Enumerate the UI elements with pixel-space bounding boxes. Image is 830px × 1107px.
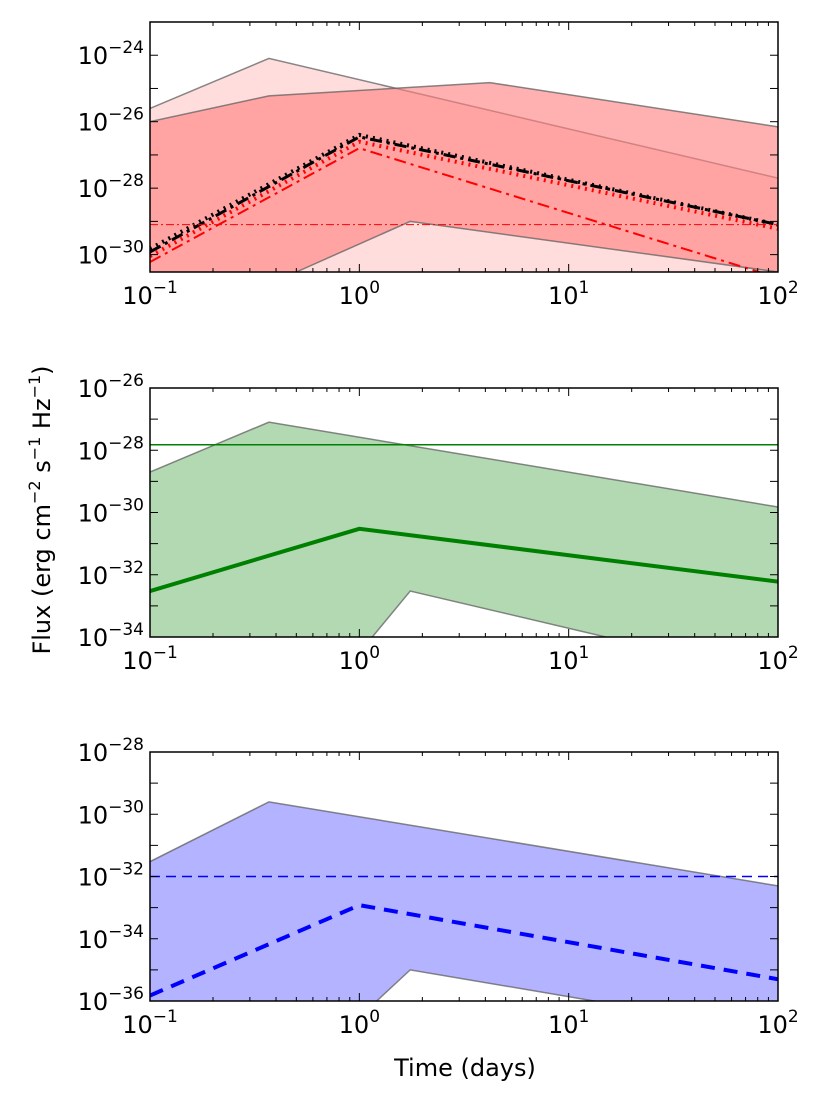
x-tick-label: 101: [548, 1007, 589, 1039]
y-tick-label: 10−32: [78, 860, 144, 892]
y-tick-label: 10−34: [78, 620, 144, 652]
x-tick-label: 10−1: [122, 1007, 178, 1039]
series-red-dotted: [150, 139, 778, 258]
y-axis-title: Flux (erg cm−2 s−1 Hz−1): [25, 365, 56, 654]
series-blue-dashed-thick: [150, 903, 778, 998]
y-tick-label: 10−34: [78, 922, 144, 954]
x-axis-title: Time (days): [393, 1054, 536, 1082]
band-lower-edge: [293, 220, 778, 272]
x-tick-label: 101: [548, 643, 589, 675]
y-tick-label: 10−28: [78, 433, 144, 465]
band-lower-edge: [371, 590, 610, 637]
series-black-dotted: [150, 132, 778, 251]
x-tick-label: 102: [757, 1007, 798, 1039]
panel-top: 10−1 100 101 102 10−30 10−28 10−26 10−24: [78, 21, 799, 354]
panel-bottom: 10−1 100 101 102 10−36 10−34 10−32 10−30 10−28: [78, 735, 799, 1039]
y-tick-label: 10−30: [78, 238, 144, 270]
series-green-solid-thick: [150, 526, 778, 593]
y-tick-label: 10−26: [78, 105, 144, 137]
y-tick-label: 10−36: [78, 984, 144, 1016]
y-tick-label: 10−30: [78, 496, 144, 528]
y-tick-label: 10−30: [78, 797, 144, 829]
x-tick-label: 102: [757, 643, 798, 675]
band-green-band: [150, 422, 778, 637]
series-black-dash-dot: [150, 135, 778, 254]
y-tick-label: 10−32: [78, 558, 144, 590]
y-tick-label: 10−24: [78, 38, 144, 70]
x-tick-label: 10−1: [122, 643, 178, 675]
band-lower-edge: [150, 305, 778, 354]
y-tick-label: 10−28: [78, 735, 144, 767]
x-tick-label: 100: [339, 643, 380, 675]
panel-middle: 10−1 100 101 102 10−34 10−32 10−30 10−28 10−26: [78, 371, 799, 675]
x-tick-label: 101: [548, 278, 589, 310]
band-upper-edge: [150, 801, 778, 887]
band-upper-edge: [150, 81, 778, 128]
plot-frame: [149, 21, 779, 273]
x-tick-label: 100: [339, 278, 380, 310]
x-tick-label: 102: [757, 278, 798, 310]
x-tick-label: 100: [339, 1007, 380, 1039]
band-upper-edge: [150, 421, 778, 508]
y-tick-label: 10−26: [78, 371, 144, 403]
y-tick-label: 10−28: [78, 171, 144, 203]
series-red-dash-dot: [150, 147, 763, 272]
x-tick-label: 10−1: [122, 278, 178, 310]
